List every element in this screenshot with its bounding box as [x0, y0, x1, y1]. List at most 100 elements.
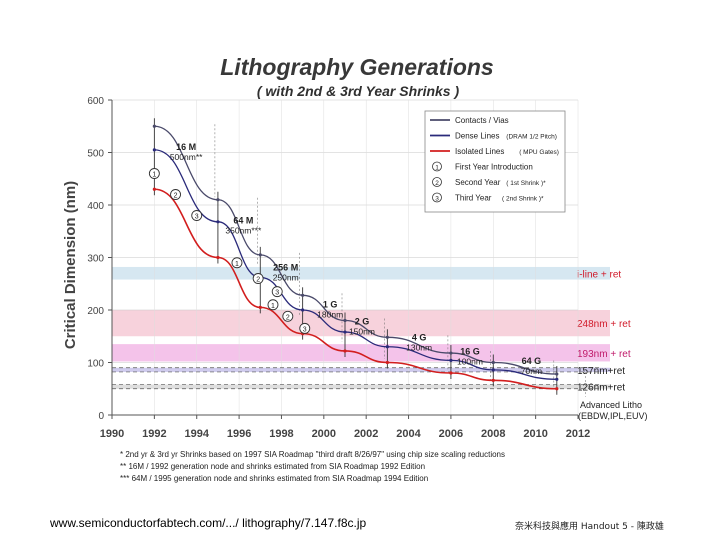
x-tick-label-3: 1996 — [227, 428, 251, 440]
x-tick-label-5: 2000 — [312, 428, 336, 440]
legend-box — [424, 110, 566, 213]
x-tick-label-0: 1990 — [100, 428, 124, 440]
generation-size-6: 100nm — [457, 357, 483, 367]
x-tick-label-4: 1998 — [269, 428, 293, 440]
series-2-point-5 — [385, 360, 389, 365]
generation-name-5: 4 G — [412, 332, 427, 342]
series-1-point-3 — [301, 308, 305, 312]
year-marker-label-2: 3 — [195, 214, 199, 221]
year-marker-label-4: 2 — [256, 277, 260, 284]
legend-marker-label-5: 3 — [435, 196, 439, 203]
x-tick-label-10: 2010 — [523, 428, 547, 440]
litho-band-2 — [112, 344, 610, 362]
series-2-point-6 — [449, 371, 453, 375]
y-tick-label-4: 400 — [87, 201, 104, 212]
footnote-2: ** 16M / 1992 generation node and shrink… — [120, 462, 425, 471]
year-marker-3 — [231, 257, 243, 269]
series-2-point-1 — [216, 255, 220, 260]
series-1-point-6 — [449, 358, 453, 362]
y-tick-label-1: 100 — [87, 359, 104, 370]
y-tick-label-5: 500 — [87, 149, 104, 160]
x-tick-label-6: 2002 — [354, 428, 378, 440]
series-1-point-0 — [152, 148, 156, 152]
generation-name-0: 16 M — [176, 142, 196, 152]
series-0-point-6 — [449, 351, 453, 355]
series-0-point-0 — [152, 124, 156, 128]
y-tick-label-0: 0 — [98, 411, 104, 422]
y-tick-label-6: 600 — [87, 96, 104, 107]
year-marker-5 — [271, 286, 283, 298]
x-tick-label-11: 2012 — [566, 428, 590, 440]
y-tick-label-2: 200 — [87, 306, 104, 317]
chart-title: Lithography Generations — [220, 54, 493, 80]
litho-band-label-2: 193nm + ret — [577, 349, 631, 360]
series-1-point-8 — [555, 377, 559, 381]
generation-name-4: 2 G — [355, 317, 370, 327]
year-marker-7 — [282, 310, 294, 322]
series-0-point-2 — [258, 253, 262, 257]
legend-note-1: (DRAM 1/2 Pitch) — [506, 134, 557, 141]
series-0-point-8 — [555, 372, 559, 376]
legend-label-1: Dense Lines — [455, 132, 499, 141]
source-url: www.semiconductorfabtech.com/.../ lithog… — [50, 516, 367, 530]
legend: Contacts / Vias Dense Lines (DRAM 1/2 Pitc… — [424, 110, 566, 213]
x-tick-label-8: 2006 — [439, 428, 463, 440]
litho-band-label-3: 157nm+ret — [577, 366, 625, 377]
year-marker-0 — [148, 168, 160, 179]
generation-size-4: 150nm — [349, 327, 375, 337]
series-2-point-2 — [258, 305, 262, 309]
year-marker-label-0: 1 — [152, 172, 156, 179]
x-tick-label-1: 1992 — [142, 428, 166, 440]
litho-band-label-4: 126nm+ret — [577, 383, 625, 394]
year-marker-label-6: 1 — [271, 303, 275, 310]
series-0-point-5 — [385, 335, 389, 339]
year-marker-label-5: 3 — [275, 290, 279, 297]
generation-name-7: 64 G — [522, 356, 542, 366]
x-tick-label-2: 1994 — [184, 428, 209, 440]
generation-size-5: 130nm — [406, 342, 432, 352]
generation-size-3: 180nm — [317, 309, 343, 319]
generation-name-2: 256 M — [273, 263, 298, 273]
x-tick-label-7: 2004 — [396, 428, 421, 440]
generation-size-0: 500nm** — [170, 152, 203, 162]
legend-label-0: Contacts / Vias — [455, 116, 509, 125]
litho-band-3 — [112, 367, 610, 372]
generation-size-1: 350nm*** — [225, 225, 262, 235]
legend-marker-label-3: 1 — [435, 165, 439, 172]
legend-label-3: First Year Introduction — [455, 163, 533, 172]
series-0-point-1 — [216, 198, 220, 202]
year-marker-1 — [170, 189, 181, 200]
series-0-point-4 — [343, 318, 347, 323]
year-marker-2 — [191, 210, 203, 221]
legend-marker-label-4: 2 — [435, 180, 439, 187]
axes: 0 100 200 300 400 500 600 1990 1992 1994 1996 1998 2… — [87, 96, 590, 440]
litho-band-label-1: 248nm + ret — [577, 319, 631, 330]
legend-note-5: ( 2nd Shrink )* — [502, 196, 544, 203]
legend-note-2: ( MPU Gates) — [519, 149, 559, 156]
litho-band-label-0: i-line + ret — [577, 269, 621, 280]
series-1-point-4 — [343, 330, 347, 334]
generation-size-7: 70nm — [521, 366, 542, 376]
series-2-point-4 — [343, 349, 347, 353]
year-marker-label-8: 3 — [303, 326, 307, 333]
series-0-point-3 — [301, 293, 305, 297]
year-marker-label-1: 2 — [174, 193, 178, 200]
year-marker-label-7: 2 — [286, 314, 290, 321]
litho-band-4 — [112, 384, 610, 389]
chart-subtitle: ( with 2nd & 3rd Year Shrinks ) — [257, 83, 460, 99]
legend-marker-5 — [432, 192, 442, 203]
series-2-point-7 — [491, 378, 495, 382]
series-1-point-1 — [216, 220, 220, 224]
legend-label-5: Third Year — [455, 194, 492, 203]
advanced-litho-line2: (EBDW,IPL,EUV) — [578, 411, 648, 421]
series-2-point-0 — [152, 187, 156, 191]
legend-note-4: ( 1st Shrink )* — [506, 180, 546, 187]
legend-marker-3 — [432, 161, 442, 172]
series-1-point-5 — [385, 345, 389, 349]
litho-band-0 — [112, 266, 610, 280]
year-marker-8 — [299, 322, 311, 334]
generation-name-1: 64 M — [233, 215, 253, 225]
